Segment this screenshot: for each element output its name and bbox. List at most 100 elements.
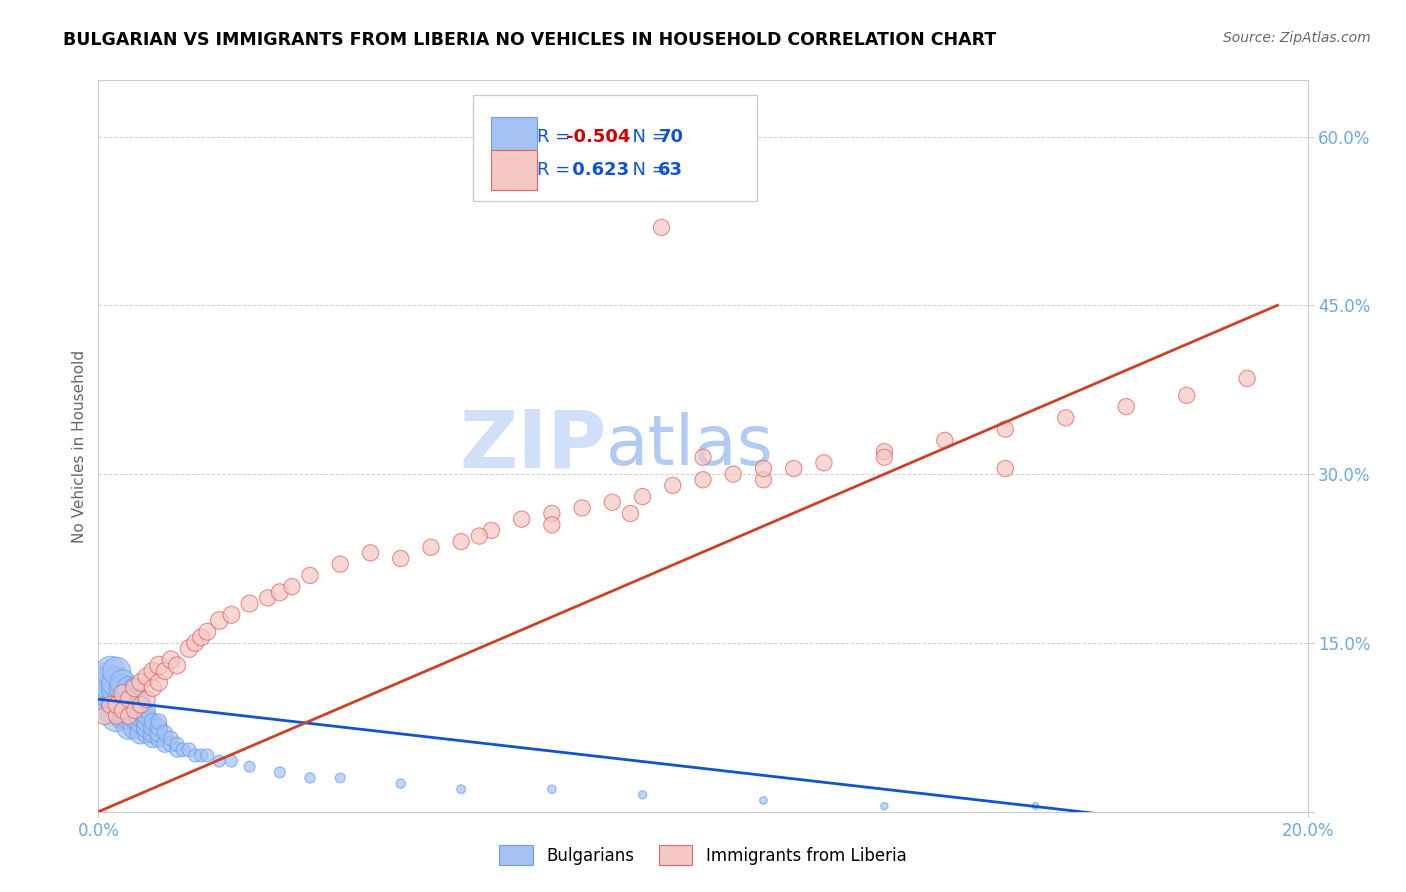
Point: [124, 692, 146, 706]
Text: 0.623: 0.623: [567, 161, 630, 179]
Point: [299, 568, 322, 582]
Point: [135, 720, 157, 734]
Point: [118, 720, 141, 734]
Point: [160, 653, 183, 667]
Point: [540, 782, 562, 797]
Point: [783, 461, 806, 475]
Point: [692, 450, 714, 465]
Point: [153, 726, 176, 740]
Point: [153, 664, 176, 678]
Point: [723, 467, 745, 482]
Point: [118, 687, 141, 701]
Point: [873, 450, 896, 465]
Point: [142, 714, 165, 729]
FancyBboxPatch shape: [492, 150, 537, 190]
Point: [105, 709, 128, 723]
Point: [111, 692, 134, 706]
Point: [100, 698, 122, 712]
Point: [93, 675, 115, 690]
Point: [510, 512, 533, 526]
Point: [221, 607, 243, 622]
Point: [172, 743, 194, 757]
Point: [179, 743, 201, 757]
Point: [450, 534, 472, 549]
Point: [1236, 371, 1258, 385]
Point: [129, 675, 152, 690]
Point: [135, 692, 157, 706]
Point: [1024, 799, 1046, 814]
Point: [631, 490, 654, 504]
Point: [179, 641, 201, 656]
Point: [105, 675, 128, 690]
Point: [105, 698, 128, 712]
Point: [129, 698, 152, 712]
Point: [148, 714, 170, 729]
Point: [135, 714, 157, 729]
Point: [100, 675, 122, 690]
Point: [142, 664, 165, 678]
Point: [208, 614, 231, 628]
Point: [105, 698, 128, 712]
Point: [389, 776, 412, 790]
Text: N =: N =: [621, 161, 672, 179]
FancyBboxPatch shape: [474, 95, 758, 201]
Point: [195, 624, 218, 639]
Point: [813, 456, 835, 470]
Point: [148, 726, 170, 740]
Point: [100, 698, 122, 712]
Point: [631, 788, 654, 802]
Point: [135, 726, 157, 740]
Point: [752, 473, 775, 487]
Point: [1054, 410, 1077, 425]
Point: [166, 658, 188, 673]
Point: [1175, 388, 1198, 402]
Point: [111, 681, 134, 695]
Point: [142, 681, 165, 695]
FancyBboxPatch shape: [492, 117, 537, 157]
Point: [148, 731, 170, 746]
Legend: Bulgarians, Immigrants from Liberia: Bulgarians, Immigrants from Liberia: [489, 836, 917, 875]
Point: [118, 709, 141, 723]
Point: [135, 709, 157, 723]
Point: [239, 760, 262, 774]
Point: [166, 743, 188, 757]
Point: [124, 703, 146, 717]
Point: [160, 731, 183, 746]
Point: [873, 799, 896, 814]
Point: [124, 720, 146, 734]
Point: [269, 585, 291, 599]
Point: [281, 580, 304, 594]
Point: [540, 507, 562, 521]
Point: [142, 720, 165, 734]
Text: R =: R =: [537, 161, 576, 179]
Point: [239, 597, 262, 611]
Point: [118, 681, 141, 695]
Point: [540, 517, 562, 532]
Point: [118, 698, 141, 712]
Text: atlas: atlas: [606, 412, 775, 480]
Text: Source: ZipAtlas.com: Source: ZipAtlas.com: [1223, 31, 1371, 45]
Point: [148, 675, 170, 690]
Point: [129, 692, 152, 706]
Point: [142, 731, 165, 746]
Point: [1115, 400, 1137, 414]
Point: [661, 478, 683, 492]
Point: [124, 681, 146, 695]
Point: [195, 748, 218, 763]
Point: [105, 681, 128, 695]
Point: [934, 434, 956, 448]
Point: [602, 495, 624, 509]
Point: [269, 765, 291, 780]
Text: BULGARIAN VS IMMIGRANTS FROM LIBERIA NO VEHICLES IN HOUSEHOLD CORRELATION CHART: BULGARIAN VS IMMIGRANTS FROM LIBERIA NO …: [63, 31, 997, 49]
Point: [153, 737, 176, 751]
Point: [190, 748, 212, 763]
Point: [129, 698, 152, 712]
Point: [100, 687, 122, 701]
Point: [184, 636, 207, 650]
Point: [135, 670, 157, 684]
Text: N =: N =: [621, 128, 672, 146]
Point: [752, 793, 775, 807]
Point: [105, 687, 128, 701]
Point: [873, 444, 896, 458]
Point: [129, 726, 152, 740]
